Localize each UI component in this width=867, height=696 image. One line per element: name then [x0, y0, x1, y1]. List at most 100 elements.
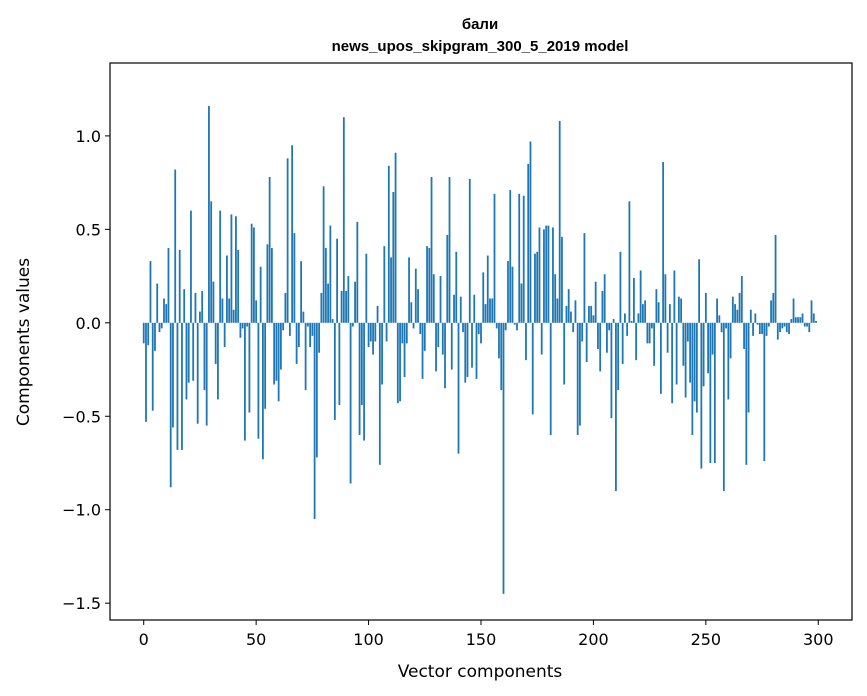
bar	[815, 320, 817, 323]
bar	[293, 233, 296, 323]
bar	[403, 322, 406, 378]
bar	[534, 253, 536, 323]
bar	[351, 322, 354, 327]
bar	[288, 322, 291, 336]
bar	[345, 291, 347, 323]
bar	[662, 162, 665, 323]
bar	[765, 322, 768, 336]
bar	[781, 322, 784, 329]
bar	[794, 317, 797, 323]
bar	[543, 229, 545, 323]
bar	[430, 177, 433, 323]
bar	[756, 322, 759, 325]
bar	[545, 225, 548, 323]
bar	[810, 300, 813, 323]
bar	[450, 322, 453, 370]
bar	[464, 322, 467, 383]
bar	[597, 322, 599, 349]
x-axis-label: Vector components	[398, 662, 563, 682]
bar	[518, 193, 521, 323]
bar	[716, 298, 718, 323]
bar	[776, 322, 779, 340]
bar	[313, 322, 316, 520]
bar	[190, 210, 192, 323]
bar	[336, 238, 338, 323]
bar	[462, 322, 464, 333]
bar	[192, 322, 195, 381]
bar	[743, 322, 745, 349]
bar	[783, 322, 786, 327]
bar	[237, 249, 240, 323]
bar	[378, 322, 381, 465]
bar	[527, 163, 530, 323]
bar	[320, 292, 323, 323]
bar	[212, 281, 215, 323]
bar	[579, 322, 581, 426]
bar	[491, 298, 494, 323]
bar	[516, 322, 518, 331]
bar	[561, 236, 563, 323]
bar	[731, 296, 734, 323]
bar	[738, 292, 741, 323]
bar	[203, 322, 206, 391]
bar	[428, 248, 431, 323]
bar	[547, 225, 550, 323]
bar	[154, 322, 156, 351]
bar	[641, 304, 644, 323]
bar	[570, 311, 572, 323]
bar	[376, 305, 379, 323]
bar	[160, 322, 163, 329]
bar	[624, 313, 626, 323]
bar	[511, 266, 514, 323]
bar	[412, 322, 415, 329]
bar	[808, 322, 811, 333]
bar	[493, 193, 496, 323]
bar	[181, 322, 183, 450]
bar	[246, 322, 249, 327]
bar	[549, 322, 552, 435]
bar	[635, 322, 638, 361]
bar	[286, 158, 289, 323]
bar	[486, 255, 489, 323]
x-tick-label: 0	[139, 630, 149, 649]
bar	[779, 322, 781, 333]
bar	[565, 305, 568, 323]
bar	[588, 305, 590, 323]
y-tick-label: −1.5	[62, 594, 101, 613]
bar	[576, 322, 579, 435]
bar	[677, 296, 680, 323]
bar	[396, 322, 399, 404]
bar	[806, 322, 808, 327]
bar	[682, 322, 685, 366]
bar	[693, 322, 696, 402]
bar	[639, 270, 642, 323]
bar	[295, 322, 298, 364]
bar	[457, 322, 460, 454]
bar	[691, 322, 694, 435]
bar	[720, 322, 723, 333]
bar	[711, 322, 714, 355]
chart-subtitle: news_upos_skipgram_300_5_2019 model	[332, 38, 629, 55]
x-tick-label: 250	[691, 630, 722, 649]
bar	[664, 274, 667, 323]
bar	[788, 322, 790, 335]
bar	[522, 195, 525, 323]
bar	[446, 234, 449, 323]
bar	[797, 317, 799, 323]
bar	[790, 319, 793, 323]
bar	[770, 300, 772, 323]
bar	[324, 248, 327, 323]
bar	[698, 259, 700, 323]
bar	[459, 296, 462, 323]
bar	[210, 201, 213, 323]
bar	[235, 216, 237, 323]
bar	[601, 291, 604, 323]
bar	[387, 165, 390, 323]
bar	[556, 298, 559, 323]
bar	[322, 186, 325, 323]
bar	[626, 322, 629, 336]
bar	[621, 322, 624, 364]
bar	[761, 322, 763, 335]
bar	[671, 322, 674, 404]
bar	[145, 322, 147, 422]
